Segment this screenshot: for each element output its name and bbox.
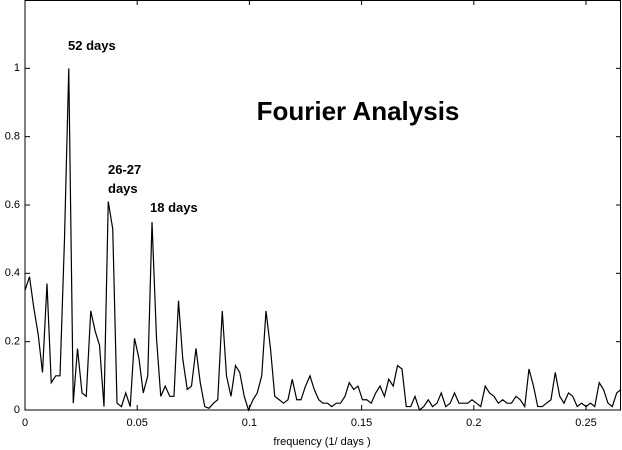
annotation: 26-27 days: [108, 162, 142, 196]
x-tick-label: 0.25: [575, 417, 596, 429]
x-tick-label: 0.05: [126, 417, 147, 429]
y-tick-label: 0: [14, 404, 20, 416]
x-tick-label: 0: [22, 417, 28, 429]
annotation: 18 days: [150, 200, 198, 215]
plot-frame: [24, 0, 621, 411]
chart-title: Fourier Analysis: [257, 96, 460, 126]
x-tick-label: 0.1: [242, 417, 257, 429]
y-tick-label: 0.6: [5, 199, 20, 211]
annotation: 52 days: [68, 38, 116, 53]
x-tick-label: 0.15: [351, 417, 372, 429]
y-tick-label: 0.4: [5, 267, 20, 279]
x-axis-label: frequency (1/ days ): [273, 436, 370, 448]
x-tick-label: 0.2: [466, 417, 481, 429]
line-series: [24, 68, 622, 412]
y-tick-label: 0.2: [5, 336, 20, 348]
y-tick-label: 0.8: [5, 131, 20, 143]
y-tick-label: 1: [14, 62, 20, 74]
